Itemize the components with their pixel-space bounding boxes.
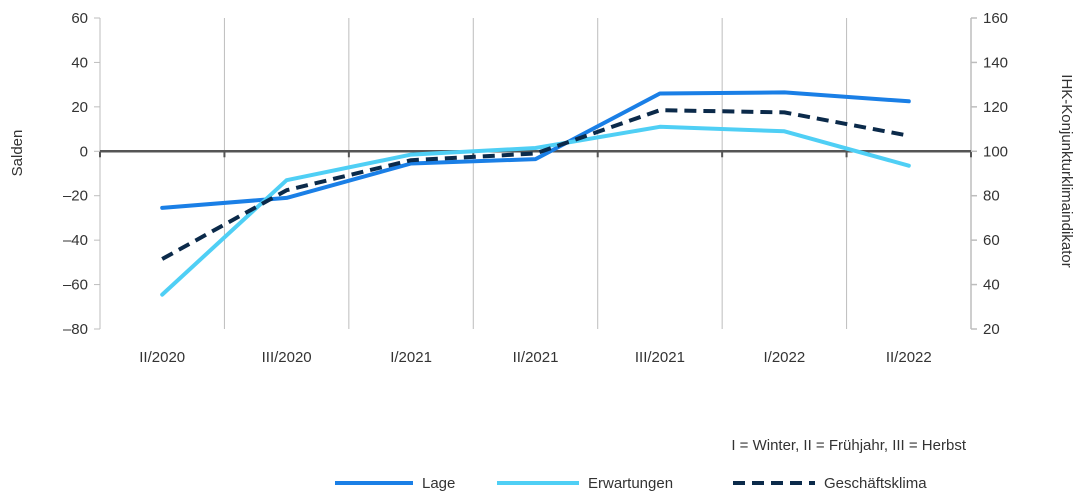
series-line-erwartungen [160,124,911,297]
right-tick-label: 140 [983,54,1008,71]
footnote: I = Winter, II = Frühjahr, III = Herbst [731,437,967,454]
x-tick-label: III/2021 [635,349,685,366]
series-lines [160,90,911,297]
x-axis-ticks: II/2020 III/2020 I/2021 II/2021 III/2021 I/20… [139,349,931,366]
left-tick-label: –20 [63,188,88,205]
right-tick-label: 80 [983,188,1000,205]
left-axis-title: Salden [9,130,26,177]
grid-lines [99,18,972,329]
x-tick-label: II/2021 [513,349,559,366]
x-tick-label: II/2020 [139,349,185,366]
right-tick-label: 100 [983,143,1008,160]
right-tick-label: 60 [983,232,1000,249]
right-tick-label: 120 [983,99,1008,116]
x-tick-label: I/2021 [390,349,432,366]
x-tick-label: III/2020 [262,349,312,366]
series-line-lage [160,90,911,210]
series-line-geschäftsklima [161,108,910,261]
left-tick-label: 20 [71,99,88,116]
left-tick-label: 40 [71,54,88,71]
right-tick-label: 20 [983,321,1000,338]
right-tick-label: 160 [983,10,1008,27]
right-axis-title: IHK-Konjunkturklimaindikator [1058,74,1075,267]
legend-label-erwartungen: Erwartungen [588,475,673,492]
left-tick-label: –40 [63,232,88,249]
left-tick-label: 60 [71,10,88,27]
left-tick-label: –80 [63,321,88,338]
left-tick-label: –60 [63,277,88,294]
x-tick-label: I/2022 [763,349,805,366]
legend: Lage Erwartungen Geschäftsklima [335,475,927,492]
left-axis-ticks: 60 40 20 0 –20 –40 –60 –80 [63,10,100,338]
left-tick-label: 0 [80,143,88,160]
right-axis-ticks: 160 140 120 100 80 60 40 20 [971,10,1008,338]
legend-label-lage: Lage [422,475,455,492]
legend-label-geschäftsklima: Geschäftsklima [824,475,927,492]
right-tick-label: 40 [983,277,1000,294]
x-tick-label: II/2022 [886,349,932,366]
